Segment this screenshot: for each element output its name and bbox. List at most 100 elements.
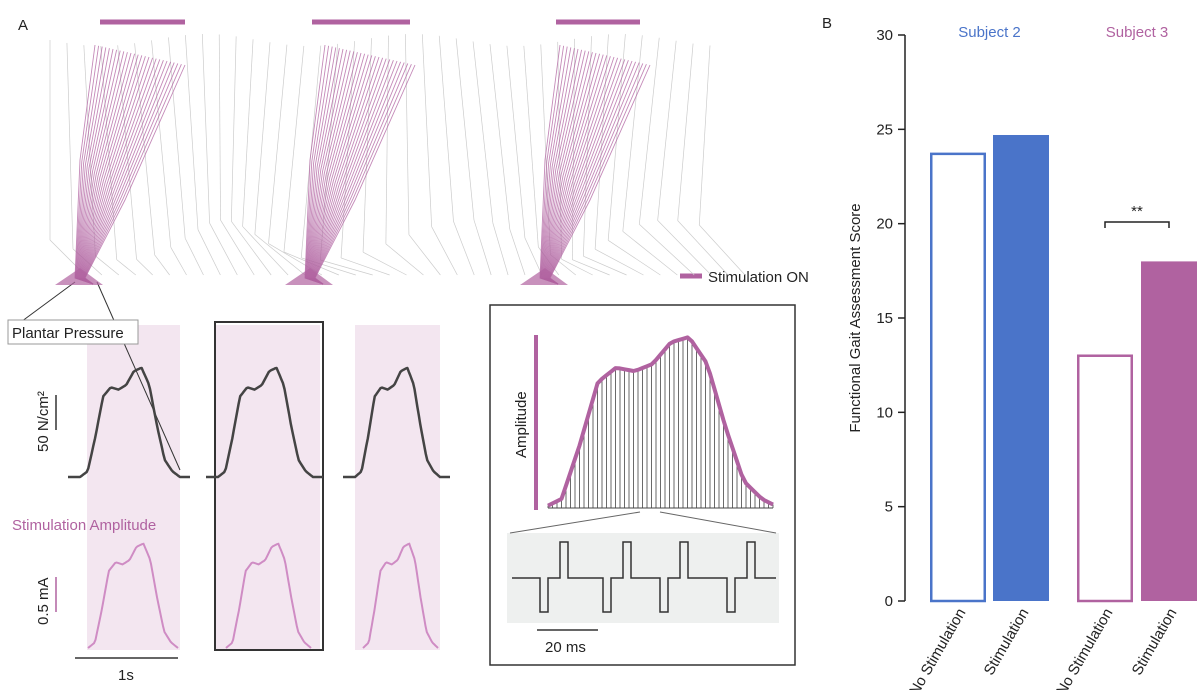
stim-shade <box>87 325 180 650</box>
stim-stick <box>545 56 615 285</box>
stick-line <box>472 41 494 223</box>
stick-line <box>242 226 289 276</box>
stick-line <box>677 220 729 276</box>
y-tick-label: 5 <box>885 499 893 516</box>
stick-line <box>220 219 255 276</box>
stick-line <box>231 221 272 276</box>
y-axis-label: Functional Gait Assessment Score <box>847 203 864 432</box>
stick-line <box>607 34 626 241</box>
stick-line <box>320 259 373 276</box>
stick-line <box>699 224 746 276</box>
stick-line <box>362 251 407 276</box>
time-scale: 1s <box>118 667 134 684</box>
stick-line <box>254 42 271 235</box>
stim-trace <box>87 542 179 649</box>
inset-y-label: Amplitude <box>513 391 530 458</box>
stick-line <box>385 243 424 276</box>
stick-line <box>638 37 660 225</box>
foot <box>285 268 333 285</box>
legend-text: Stimulation ON <box>708 269 809 286</box>
stick-line <box>66 42 74 249</box>
stick-line <box>607 240 661 276</box>
panel-label: B <box>822 15 832 32</box>
stick-line <box>561 258 593 276</box>
stick-line <box>218 34 221 221</box>
x-tick-label: Stimulation <box>1129 606 1181 679</box>
stick-line <box>95 255 120 276</box>
stim-trace <box>362 542 439 649</box>
stick-line <box>151 40 172 248</box>
stick-line <box>453 221 475 276</box>
stick-line <box>283 45 305 252</box>
stick-line <box>431 226 458 276</box>
stim-trace <box>225 542 312 649</box>
stim-shade <box>215 325 320 650</box>
x-tick-label: Stimulation <box>981 606 1033 679</box>
stick-line <box>524 237 543 276</box>
stick-line <box>184 238 204 276</box>
foot <box>520 268 568 285</box>
stim-scale: 0.5 mA <box>35 577 52 625</box>
stick-line <box>385 35 389 244</box>
inset-time-scale: 20 ms <box>545 639 586 656</box>
group-label: Subject 2 <box>958 24 1021 41</box>
stick-line <box>242 39 254 227</box>
stick-line <box>473 219 492 276</box>
bar <box>1141 261 1197 601</box>
highlight-box <box>214 321 324 651</box>
stick-line <box>340 257 390 276</box>
stick-line <box>201 34 210 224</box>
bar <box>993 134 1049 601</box>
panel-b: B Functional Gait Assessment Score 0 5 10 1… <box>822 15 1197 690</box>
pressure-label: Plantar Pressure <box>12 325 124 342</box>
zoom-line <box>96 281 181 471</box>
pressure-trace <box>206 366 323 479</box>
y-tick-label: 15 <box>876 310 893 327</box>
stim-label: Stimulation Amplitude <box>12 517 156 534</box>
stick-line <box>209 222 238 276</box>
envelope <box>547 335 774 508</box>
stick-line <box>657 40 677 221</box>
significance-bracket <box>1104 221 1170 228</box>
pressure-trace <box>343 366 450 479</box>
label-box <box>7 319 139 345</box>
zoom-line <box>659 511 777 534</box>
stick-line <box>698 45 711 226</box>
stick-line <box>509 229 526 276</box>
pressure-scale: 50 N/cm² <box>35 391 52 452</box>
stick-line <box>572 259 610 276</box>
stick-line <box>254 234 306 276</box>
stick-line <box>492 222 509 276</box>
stick-line <box>197 229 221 276</box>
bar <box>1077 354 1133 603</box>
y-tick-label: 20 <box>876 216 893 233</box>
stick-line <box>657 220 712 276</box>
stick-line <box>116 259 136 276</box>
zoom-line <box>509 511 641 534</box>
panel-label: A <box>18 17 28 34</box>
stick-line <box>230 36 237 222</box>
stick-line <box>622 231 678 276</box>
x-tick-label: No Stimulation <box>1053 606 1116 690</box>
y-tick-label: 25 <box>876 121 893 138</box>
bar <box>930 152 986 603</box>
stick-line <box>677 43 694 221</box>
stick-line <box>154 254 170 276</box>
y-tick-label: 10 <box>876 404 893 421</box>
stick-line <box>506 45 526 238</box>
stick-line <box>622 35 643 232</box>
stick-line <box>170 247 187 276</box>
stick-line <box>117 45 137 260</box>
square-wave <box>512 541 776 613</box>
stick-line <box>408 234 441 276</box>
stick-line <box>421 34 432 227</box>
stick-line <box>594 248 644 276</box>
pressure-trace <box>68 366 190 479</box>
inset-box <box>489 304 796 666</box>
significance-label: ** <box>1131 203 1143 220</box>
stick-line <box>523 45 539 248</box>
stick-line <box>185 35 199 230</box>
y-tick-label: 30 <box>876 27 893 44</box>
stick-line <box>136 258 153 276</box>
